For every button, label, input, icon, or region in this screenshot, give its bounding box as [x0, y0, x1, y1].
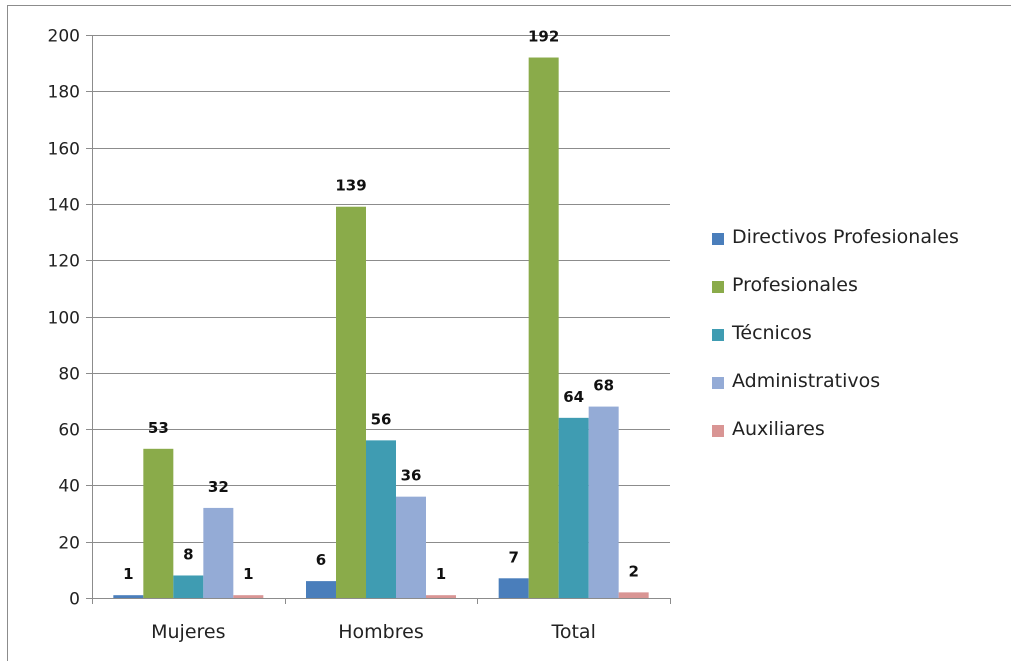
y-tick-label: 180 — [48, 83, 80, 103]
bar — [173, 575, 204, 598]
data-label: 139 — [335, 177, 366, 195]
legend-label: Auxiliares — [732, 418, 825, 440]
data-label: 1 — [436, 565, 446, 583]
data-label: 56 — [371, 410, 392, 428]
legend-swatch — [712, 377, 724, 389]
data-label: 6 — [316, 551, 326, 569]
data-label: 192 — [528, 28, 559, 46]
bar — [143, 448, 174, 598]
y-tick-label: 80 — [58, 365, 80, 385]
data-label: 68 — [593, 377, 614, 395]
data-label: 2 — [628, 562, 638, 580]
y-tick-label: 100 — [48, 309, 80, 329]
y-tick-label: 160 — [48, 140, 80, 160]
y-tick-label: 20 — [58, 534, 80, 554]
legend-swatch — [712, 233, 724, 245]
y-tick-label: 40 — [58, 477, 80, 497]
bar — [618, 592, 649, 598]
bar — [203, 507, 234, 598]
y-tick-label: 60 — [58, 421, 80, 441]
legend-label: Directivos Profesionales — [732, 226, 959, 248]
data-label: 1 — [123, 565, 133, 583]
x-category-label: Hombres — [338, 621, 423, 643]
bar — [528, 57, 559, 598]
legend-swatch — [712, 425, 724, 437]
data-label: 7 — [508, 548, 518, 566]
legend-swatch — [712, 281, 724, 293]
data-label: 64 — [563, 388, 584, 406]
x-category-label: Total — [550, 621, 595, 643]
bar — [396, 496, 426, 598]
y-tick-label: 200 — [48, 27, 80, 47]
legend-swatch — [712, 329, 724, 341]
legend-label: Administrativos — [732, 370, 881, 392]
data-label: 8 — [183, 545, 193, 563]
legend-label: Profesionales — [732, 274, 858, 296]
data-label: 36 — [401, 467, 422, 485]
legend-label: Técnicos — [732, 322, 812, 344]
bar — [306, 581, 336, 598]
data-label: 1 — [243, 565, 253, 583]
bar — [498, 578, 529, 598]
chart-frame — [7, 5, 1011, 661]
y-tick-label: 120 — [48, 252, 80, 272]
y-tick-label: 0 — [69, 590, 80, 610]
bar — [588, 406, 619, 598]
bar — [558, 417, 589, 598]
y-tick-label: 140 — [48, 196, 80, 216]
bar — [336, 206, 366, 598]
x-category-label: Mujeres — [151, 621, 225, 643]
bar — [426, 595, 456, 598]
bar — [233, 595, 264, 598]
bar — [113, 595, 144, 598]
bar — [366, 440, 396, 598]
data-label: 53 — [148, 419, 169, 437]
data-label: 32 — [208, 478, 229, 496]
